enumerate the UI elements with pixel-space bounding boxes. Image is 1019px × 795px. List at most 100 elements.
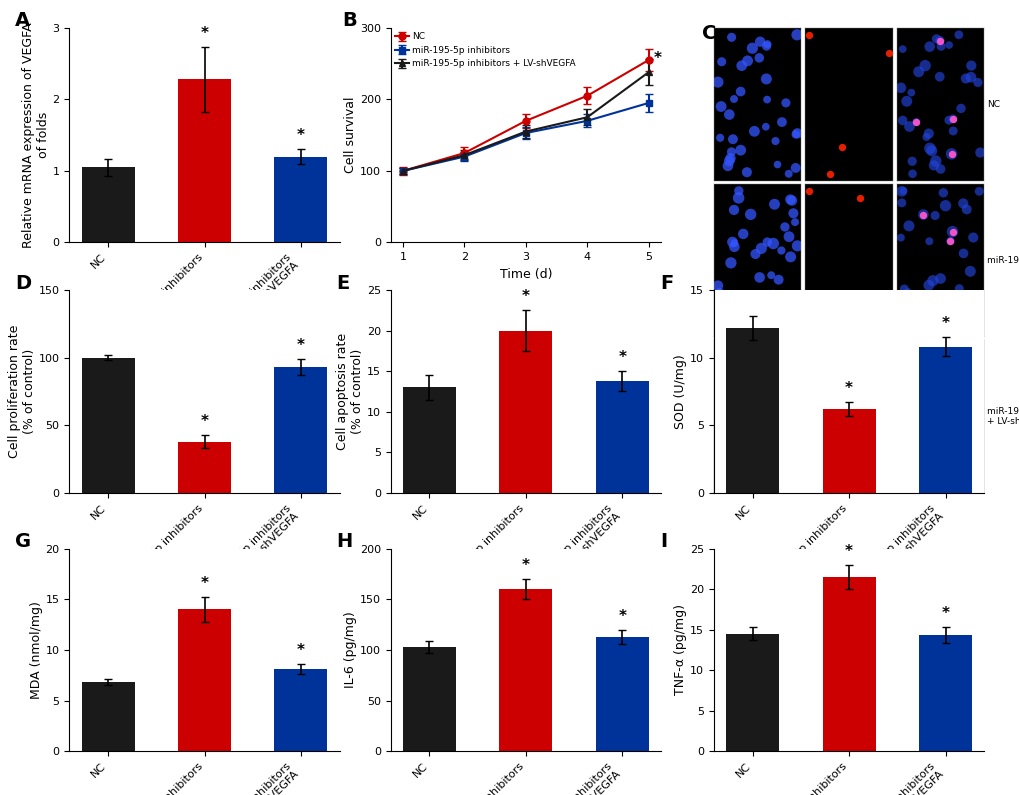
Point [942,235,958,247]
Point [968,403,984,416]
Text: *: * [201,413,208,429]
Point [801,184,817,197]
Legend: NC, miR-195-5p inhibitors, miR-195-5p inhibitors + LV-shVEGFA: NC, miR-195-5p inhibitors, miR-195-5p in… [394,33,576,68]
Point [749,432,765,445]
Point [957,302,973,315]
Point [715,371,732,384]
Point [789,403,805,416]
Text: *: * [201,25,208,41]
Point [894,463,910,475]
Point [715,476,732,489]
Point [764,289,781,301]
Point [726,93,742,106]
Point [788,29,804,41]
Point [944,112,960,125]
Bar [274,669,327,751]
Point [750,52,766,64]
Point [746,125,762,138]
Point [944,112,960,125]
Point [731,312,747,324]
Point [968,340,984,353]
Point [781,231,797,243]
Point [968,340,984,353]
Point [768,382,785,395]
Point [735,227,751,240]
Point [892,231,908,244]
Y-axis label: Cell proliferation rate
(% of control): Cell proliferation rate (% of control) [8,325,36,458]
Point [958,203,974,215]
Bar [499,589,551,751]
Point [914,366,930,379]
Point [928,350,945,363]
Point [971,292,987,304]
Point [774,396,791,409]
Point [758,38,774,51]
Point [752,340,768,353]
Point [757,120,773,133]
Text: *: * [941,606,949,621]
Point [735,422,751,435]
Point [901,120,917,133]
Point [950,374,966,387]
Bar [178,609,230,751]
Bar [82,358,135,493]
Point [760,455,776,467]
Point [730,184,746,197]
Point [892,400,908,413]
Bar [822,577,874,751]
Bar [274,367,327,493]
Text: *: * [845,544,852,559]
Point [722,145,739,158]
Point [920,127,936,140]
Point [719,160,736,173]
X-axis label: Time (d): Time (d) [499,268,551,281]
Text: miR-195-5p inhibitors
+ LV-shVEGFA: miR-195-5p inhibitors + LV-shVEGFA [986,407,1019,426]
Point [925,404,942,417]
Point [852,445,868,458]
Point [951,282,967,295]
Point [726,237,742,250]
Point [930,70,947,83]
Point [962,302,978,315]
Point [879,404,896,417]
Point [914,208,930,221]
Point [903,155,919,168]
Point [722,31,739,44]
Point [893,185,909,198]
Text: C: C [701,24,715,43]
Point [954,324,970,336]
Title: Merged: Merged [921,17,958,27]
Point [949,353,965,366]
Point [892,447,908,460]
Point [769,273,786,286]
Text: *: * [297,338,305,353]
Text: miR-195-5p inhibitors: miR-195-5p inhibitors [986,256,1019,265]
Point [970,185,986,198]
Point [765,458,782,471]
Point [920,279,936,292]
Point [962,60,978,72]
Point [907,115,923,128]
Point [773,116,790,129]
Point [756,323,772,335]
Y-axis label: Cell apoptosis rate
(% of control): Cell apoptosis rate (% of control) [335,333,364,450]
Point [964,231,980,244]
Point [879,324,896,336]
Point [893,196,909,209]
Point [813,382,829,394]
Point [963,378,979,391]
Point [762,412,779,425]
Point [735,475,751,487]
Point [752,242,768,254]
Point [931,163,948,176]
Point [914,208,930,221]
Point [894,114,910,127]
Point [961,265,977,277]
Point [931,34,948,47]
Point [909,440,925,452]
Point [837,448,853,461]
Point [942,235,958,247]
Point [954,197,970,210]
Y-axis label: Relative mRNA expression of VEGFA
of folds: Relative mRNA expression of VEGFA of fol… [21,22,50,248]
Point [925,159,942,172]
